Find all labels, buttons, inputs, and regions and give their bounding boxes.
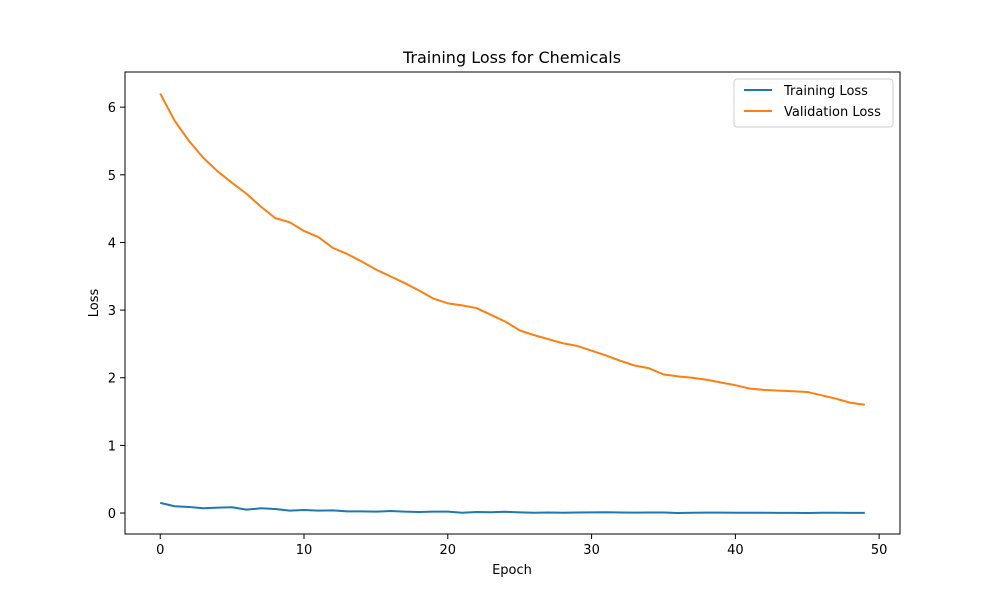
y-tick-label: 3 — [108, 304, 116, 319]
legend-label-training-loss: Training Loss — [783, 84, 868, 99]
x-tick-label: 10 — [296, 543, 313, 558]
x-tick-label: 0 — [156, 543, 164, 558]
y-tick-label: 5 — [108, 169, 116, 184]
y-axis-label: Loss — [87, 289, 102, 318]
x-tick-label: 20 — [440, 543, 457, 558]
series-line-training-loss — [160, 501, 865, 515]
plot-area — [125, 72, 900, 534]
x-axis-label: Epoch — [492, 563, 532, 578]
y-tick-label: 2 — [108, 372, 116, 387]
x-tick-label: 30 — [583, 543, 600, 558]
y-tick-label: 4 — [108, 236, 116, 251]
legend-box — [733, 78, 894, 128]
series-group — [159, 93, 865, 515]
y-tick-label: 1 — [108, 439, 116, 454]
x-tick-label: 40 — [727, 543, 744, 558]
tick-group: 0 10 20 30 40 50 0 1 2 3 4 5 6 — [108, 101, 888, 558]
legend: Training Loss Validation Loss — [733, 78, 894, 128]
y-tick-label: 0 — [108, 507, 116, 522]
x-tick-label: 50 — [871, 543, 888, 558]
chart-title: Training Loss for Chemicals — [402, 48, 621, 67]
plot-frame — [124, 71, 901, 535]
y-tick-label: 6 — [108, 101, 116, 116]
series-line-validation-loss — [159, 93, 865, 406]
legend-label-validation-loss: Validation Loss — [784, 105, 881, 120]
